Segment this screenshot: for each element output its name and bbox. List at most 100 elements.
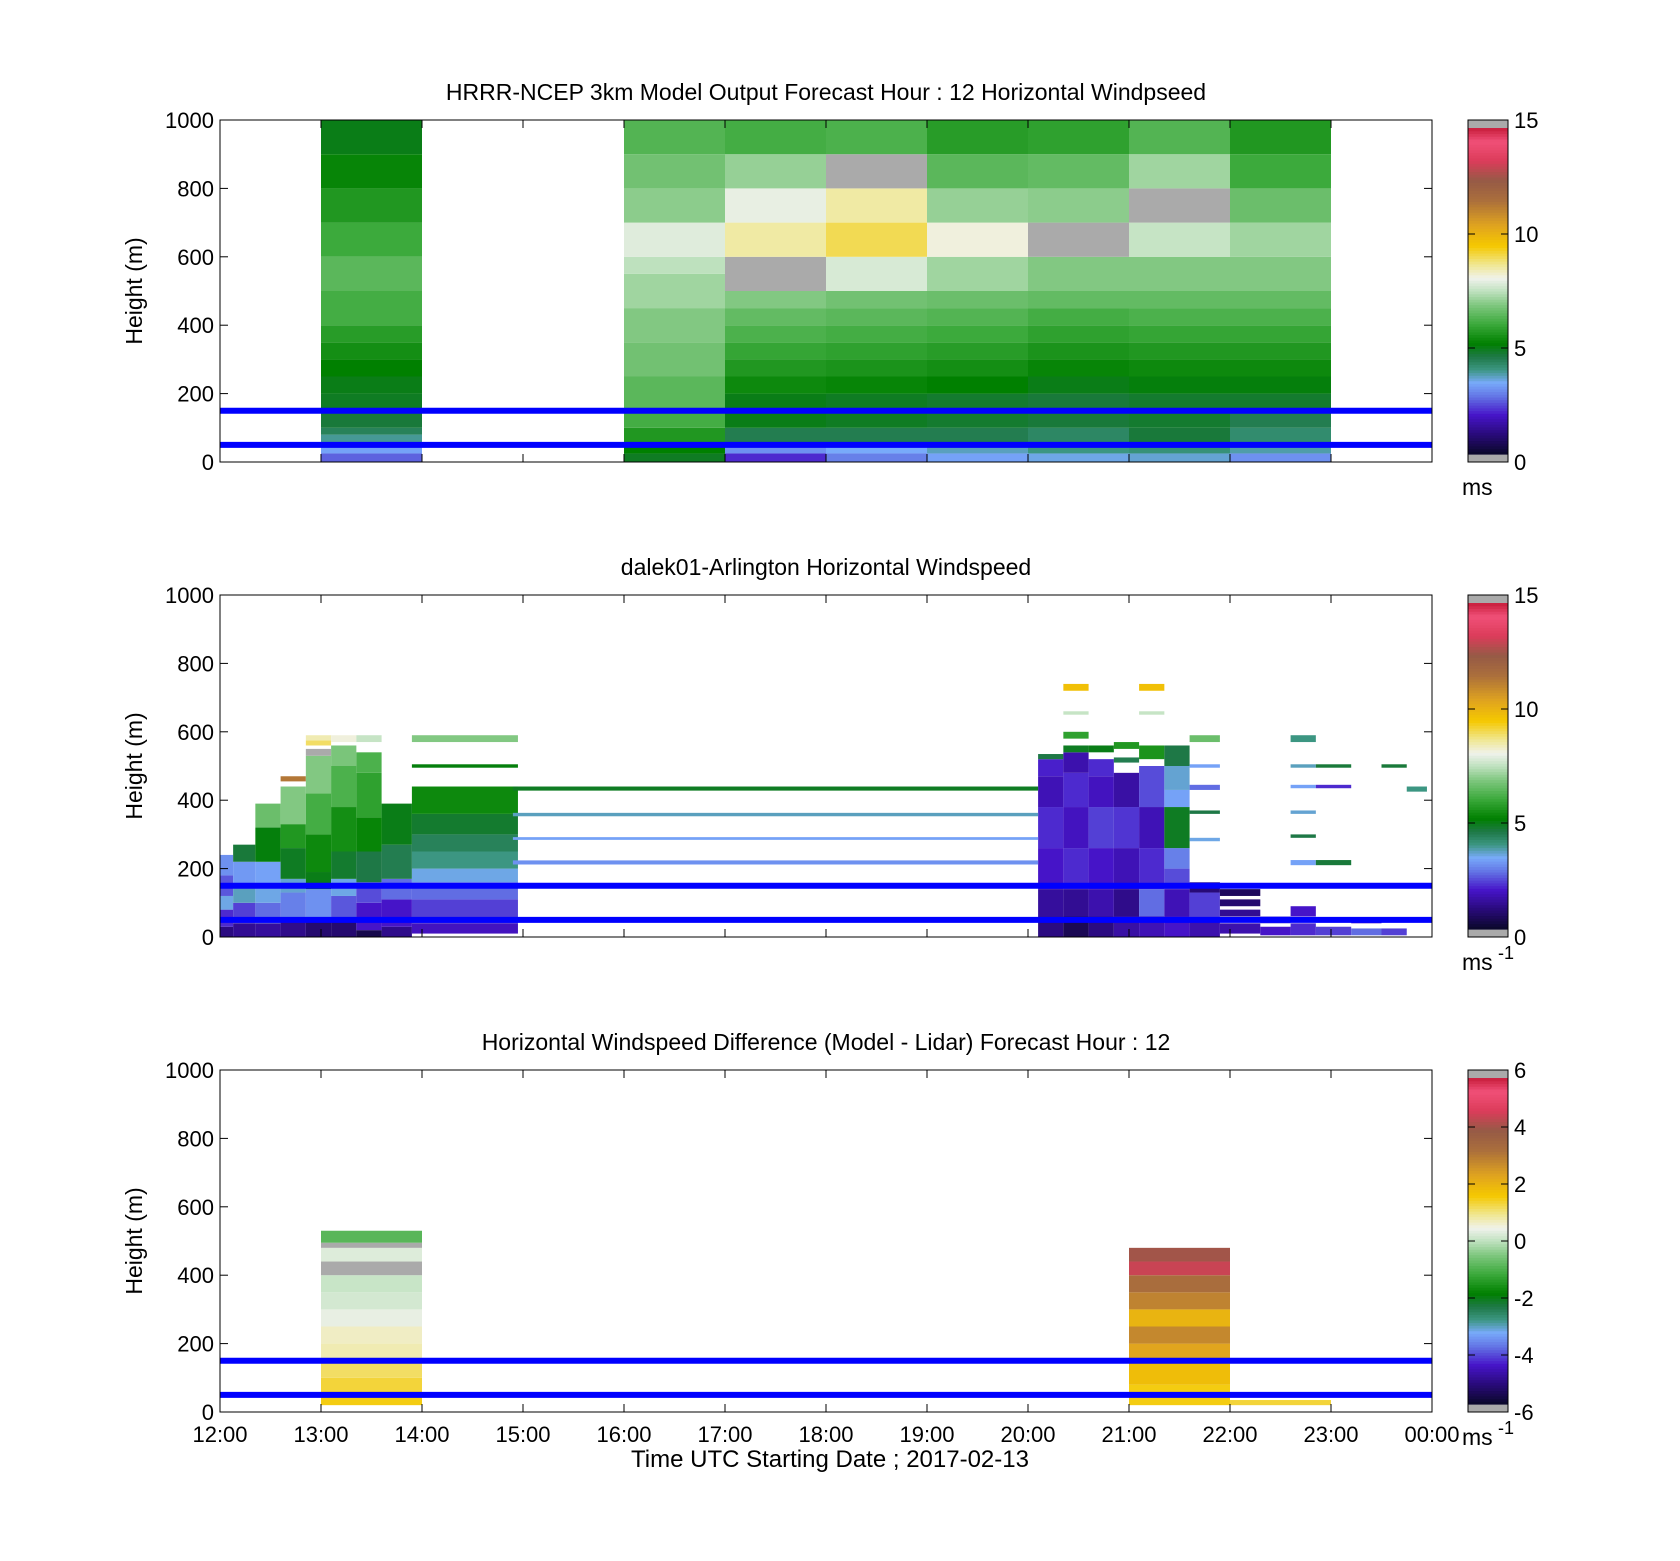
heatmap-cell — [1113, 807, 1140, 849]
colorbar-segment — [1468, 372, 1508, 376]
colorbar-segment — [1468, 1118, 1508, 1123]
colorbar-segment — [1468, 299, 1508, 303]
y-axis-label: Height (m) — [121, 237, 147, 344]
colorbar-segment — [1468, 1357, 1508, 1362]
colorbar-segment — [1468, 727, 1508, 732]
heatmap-cell — [305, 748, 332, 756]
colorbar-segment — [1468, 179, 1508, 183]
colorbar-segment — [1468, 700, 1508, 705]
colorbar-segment — [1468, 1202, 1508, 1207]
colorbar-segment — [1468, 1132, 1508, 1136]
heatmap-cell — [1063, 807, 1089, 849]
colorbar-segment — [1468, 1352, 1508, 1356]
heatmap-cell — [220, 895, 234, 910]
heatmap-cell — [305, 755, 332, 794]
heatmap-cell — [321, 444, 422, 454]
heatmap-cell — [1230, 359, 1331, 377]
heatmap-cell — [1129, 1275, 1230, 1293]
colorbar-segment — [1468, 1097, 1508, 1101]
colorbar-tick-label: -4 — [1514, 1343, 1534, 1368]
colorbar-segment — [1468, 1219, 1508, 1223]
heatmap-cell — [411, 923, 518, 934]
colorbar-segment — [1468, 231, 1508, 235]
heatmap-cell — [1189, 837, 1220, 842]
heatmap-cell — [1230, 427, 1331, 445]
colorbar-segment — [1468, 801, 1508, 805]
colorbar-segment — [1468, 689, 1508, 694]
heatmap-cell — [1113, 772, 1140, 808]
colorbar-tick-label: 2 — [1514, 1172, 1526, 1197]
colorbar-segment — [1468, 266, 1508, 270]
panel-title: dalek01-Arlington Horizontal Windspeed — [621, 554, 1031, 580]
colorbar-segment — [1468, 833, 1508, 838]
heatmap-cell — [1113, 848, 1140, 890]
colorbar-segment — [1468, 1287, 1508, 1291]
colorbar-segment — [1468, 318, 1508, 322]
colorbar-segment — [1468, 410, 1508, 414]
colorbar-segment — [1468, 1126, 1508, 1131]
heatmap-cell — [624, 256, 725, 274]
colorbar-segment — [1468, 1167, 1508, 1171]
heatmap-cell — [1063, 772, 1089, 808]
heatmap-cell — [1315, 860, 1352, 866]
heatmap-cell — [1028, 359, 1129, 377]
colorbar-segment — [1468, 901, 1508, 906]
colorbar-segment — [1468, 893, 1508, 897]
y-axis-label: Height (m) — [121, 712, 147, 819]
heatmap-cell — [725, 222, 826, 257]
colorbar-segment — [1468, 874, 1508, 878]
colorbar-segment — [1468, 440, 1508, 444]
colorbar-segment — [1468, 899, 1508, 903]
colorbar-segment — [1468, 320, 1508, 325]
colorbar-segment — [1468, 304, 1508, 308]
heatmap-cell — [1230, 256, 1331, 291]
panel-1: 0 200 400 600 800 1000 HRRR-NCEP 3km Model Out… — [121, 79, 1538, 500]
heatmap-cell — [1290, 923, 1316, 936]
colorbar-segment — [1468, 804, 1508, 808]
colorbar-segment — [1468, 171, 1508, 175]
colorbar-segment — [1468, 1398, 1508, 1402]
colorbar-segment — [1468, 923, 1508, 927]
colorbar-segment — [1468, 182, 1508, 186]
heatmap-cell — [927, 154, 1028, 189]
heatmap-streak — [512, 812, 1039, 817]
colorbar-segment — [1468, 1099, 1508, 1104]
colorbar-segment — [1468, 195, 1508, 200]
colorbar-segment — [1468, 632, 1508, 637]
heatmap-cell — [1113, 757, 1140, 763]
colorbar-segment — [1468, 1208, 1508, 1212]
y-tick-label: 600 — [177, 1195, 214, 1220]
colorbar-segment — [1468, 1333, 1508, 1337]
colorbar-segment — [1468, 1145, 1508, 1150]
heatmap-cell — [1129, 1309, 1230, 1327]
y-tick-label: 400 — [177, 1263, 214, 1288]
heatmap-cell — [624, 273, 725, 309]
heatmap-cell — [927, 342, 1028, 360]
colorbar-segment — [1468, 377, 1508, 382]
colorbar-segment — [1468, 836, 1508, 840]
heatmap-cell — [321, 393, 422, 411]
colorbar-segment — [1468, 1164, 1508, 1169]
heatmap-cell — [1230, 188, 1331, 223]
heatmap-cell — [927, 120, 1028, 155]
colorbar-segment — [1468, 163, 1508, 167]
colorbar-segment — [1468, 225, 1508, 230]
heatmap-cell — [1230, 120, 1331, 155]
heatmap-cell — [1063, 683, 1089, 691]
heatmap-cell — [1129, 291, 1230, 309]
heatmap-cells — [321, 120, 1331, 462]
heatmap-cell — [624, 154, 725, 189]
heatmap-cell — [725, 359, 826, 377]
colorbar-segment — [1468, 1368, 1508, 1372]
heatmap-cell — [826, 256, 927, 291]
heatmap-cell — [725, 444, 826, 454]
heatmap-cell — [233, 923, 256, 937]
colorbar: 0 5 10 15 ms — [1462, 108, 1538, 500]
heatmap-cell — [1290, 860, 1316, 866]
heatmap-cell — [1189, 810, 1220, 814]
colorbar-segment — [1468, 1349, 1508, 1353]
heatmap-cell — [826, 222, 927, 257]
x-tick-label: 13:00 — [293, 1422, 348, 1447]
colorbar-segment — [1468, 421, 1508, 425]
